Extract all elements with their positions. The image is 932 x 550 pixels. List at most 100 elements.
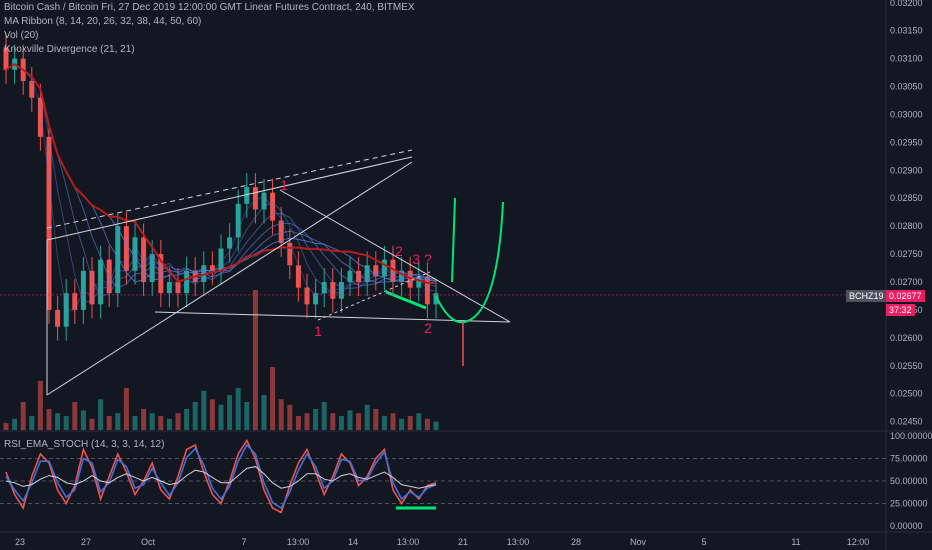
candle-body [175,282,181,294]
candle-body [123,226,129,271]
candle-body [244,187,250,204]
indicator-ma-ribbon[interactable]: MA Ribbon (8, 14, 20, 26, 32, 38, 44, 50… [4,16,202,27]
candle-body [287,242,293,266]
candle-body [252,187,258,210]
time-tick-label: 13:00 [507,537,530,547]
volume-bar [287,404,293,430]
volume-bar [407,416,413,430]
candle-body [390,259,396,283]
price-tick-label: 0.02600 [890,333,923,343]
wave-2-bottom-label: 2 [424,320,432,336]
projection-up-line [451,197,456,283]
oscillator-title[interactable]: RSI_EMA_STOCH (14, 3, 3, 14, 12) [4,439,165,450]
volume-bar [37,381,43,430]
wave-1-top-label: 1 [280,177,288,193]
volume-bar [209,399,215,430]
volume-bar [356,413,362,430]
trendline-descending [279,189,511,323]
candle-body [364,265,370,283]
candle-body [3,47,9,70]
ma-ribbon-line [5,63,437,289]
time-tick-label: 5 [701,537,706,547]
volume-bar [166,418,172,430]
volume-bar [149,413,155,430]
volume-bar [175,413,181,430]
candle-body [132,237,138,271]
indicator-knoxville[interactable]: Knoxville Divergence (21, 21) [4,44,135,55]
candle-body [381,259,387,277]
price-tick-label: 0.02800 [890,221,923,231]
trendline-upper-dashed [46,149,413,229]
volume-bar [373,409,379,430]
volume-bar [227,395,233,430]
ma-slow-line [5,63,437,285]
candle-body [416,276,422,288]
small-channel-line [317,271,431,321]
volume-bar [261,395,267,430]
volume-bar [235,388,241,430]
volume-bar [98,399,104,430]
candle-body [313,293,319,305]
time-tick-label: 13:00 [287,537,310,547]
candle-body [37,97,43,137]
candle-body [166,282,172,294]
candle-body [424,276,430,305]
projection-curve [435,201,504,324]
candle-body [373,265,379,277]
price-tick-label: 0.02750 [890,249,923,259]
candle-body [55,309,61,327]
time-tick-label: 11 [791,537,800,547]
volume-bar [29,416,35,430]
candle-body [209,265,215,271]
candle-body [106,259,112,294]
price-tick-label: 0.03000 [890,109,923,119]
oscillator-tick-label: 0.00000 [890,521,923,531]
volume-bar [424,418,430,430]
time-tick-label: 14 [348,537,358,547]
volume-bar [304,413,310,430]
candle-body [80,270,86,310]
countdown-tag: 37:32 [886,304,915,316]
candle-body [72,293,78,310]
candle-body [98,259,104,305]
wave-3-top-label: 3 ? [412,251,432,267]
time-tick-label: 12:00 [847,537,870,547]
oscillator-series-line [5,438,437,514]
time-tick-label: Nov [630,537,647,547]
time-tick-label: 28 [571,537,581,547]
volume-bar [115,413,121,430]
candle-body [158,254,164,294]
volume-bar [80,410,86,430]
volume-bar [390,413,396,430]
trendline-upper [46,156,413,241]
candle-body [356,270,362,283]
oscillator-tick-label: 75.00000 [890,454,928,464]
volume-bar [132,416,138,430]
price-tick-label: 0.02550 [890,361,923,371]
volume-bar [141,409,147,430]
time-tick-label: 27 [81,537,91,547]
candle-body [347,270,353,283]
volume-bar [399,418,405,430]
volume-bar [3,423,9,430]
time-tick-label: 23 [15,537,25,547]
candle-body [141,237,147,283]
wave-2-top-label: 2 [395,243,403,259]
candle-body [270,192,276,221]
trendline-support [46,161,413,396]
volume-bar [63,416,69,430]
price-tick-label: 0.03050 [890,82,923,92]
volume-bar [184,409,190,430]
candle-body [184,270,190,294]
symbol-tag: BCHZ19 [846,290,887,302]
volume-bar [364,404,370,430]
candle-body [304,287,310,305]
candle-body [235,203,241,238]
indicator-volume[interactable]: Vol (20) [4,30,39,41]
volume-bar [321,402,327,430]
candle-body [321,282,327,294]
volume-bar [416,413,422,430]
volume-bar [252,290,258,430]
